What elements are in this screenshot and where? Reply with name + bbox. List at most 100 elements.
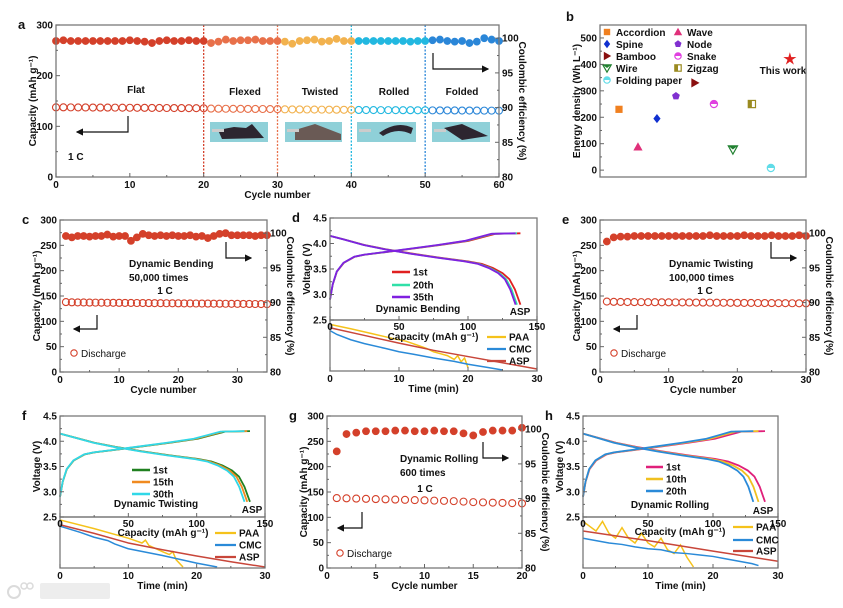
time-curve-cmc <box>329 329 503 371</box>
x-tick-label: 60 <box>493 180 505 191</box>
legend-label: Wire <box>616 64 638 75</box>
y-tick-label: 50 <box>586 342 598 353</box>
capacity-point <box>354 105 363 115</box>
coulombic-efficiency-point <box>192 37 201 45</box>
coulombic-efficiency-point <box>325 37 334 45</box>
y-tick-label: 3.5 <box>313 265 327 276</box>
legend-label: Wave <box>687 28 713 39</box>
y-tick-label: 3.5 <box>566 462 580 473</box>
capacity-point <box>740 298 749 307</box>
coulombic-efficiency-point <box>371 427 380 436</box>
y-tick-label: 4.0 <box>313 239 327 250</box>
coulombic-efficiency-point <box>430 426 439 435</box>
coulombic-efficiency-point <box>465 39 474 47</box>
capacity-point <box>443 106 452 115</box>
legend-label: ASP <box>756 547 777 558</box>
capacity-point <box>671 298 680 307</box>
capacity-point <box>406 106 415 115</box>
capacity-point <box>630 298 639 307</box>
capacity-point <box>733 298 742 307</box>
coulombic-efficiency-point <box>767 231 776 240</box>
y-tick-label: 4.5 <box>43 412 57 423</box>
coulombic-efficiency-point <box>81 37 90 45</box>
test-count-label: 600 times <box>400 468 446 479</box>
legend-label: Snake <box>687 52 717 63</box>
y-tick-label: 2.5 <box>43 513 57 524</box>
capacity-point <box>487 106 496 115</box>
y2-axis-title: Coulombic efficiency (%) <box>823 237 834 356</box>
capacity-point <box>147 103 157 112</box>
coulombic-efficiency-point <box>472 37 481 46</box>
x-tick-label: 100 <box>705 519 722 530</box>
capacity-point <box>111 103 120 112</box>
coulombic-efficiency-point <box>602 237 611 246</box>
coulombic-efficiency-point <box>630 232 639 240</box>
legend-label: CMC <box>756 536 779 547</box>
coulombic-efficiency-point <box>685 232 694 240</box>
coulombic-efficiency-point <box>125 36 134 45</box>
x-tick-label: 30 <box>272 180 284 191</box>
legend-label: CMC <box>239 541 262 552</box>
y2-tick-label: 100 <box>809 229 826 240</box>
coulombic-efficiency-point <box>111 37 119 45</box>
y-tick-label: 100 <box>580 317 597 328</box>
capacity-point <box>170 103 179 113</box>
y-tick-label: 200 <box>36 71 53 82</box>
y-tick-label: 0 <box>47 173 53 184</box>
rate-label: 1 C <box>417 484 433 495</box>
binder-tag: ASP <box>753 506 774 517</box>
legend-marker <box>601 64 613 74</box>
y-tick-label: 100 <box>40 317 57 328</box>
coulombic-efficiency-point <box>719 232 728 240</box>
capacity-point <box>508 499 517 508</box>
coulombic-efficiency-point <box>774 232 783 240</box>
legend-label: 20th <box>413 281 434 292</box>
condition-label: Folded <box>446 87 479 98</box>
y2-axis-title: Coulombic efficiency (%) <box>516 42 527 161</box>
y-axis-title: Capacity (mAh g⁻¹) <box>28 56 39 147</box>
legend-label: Spine <box>616 40 644 51</box>
coulombic-efficiency-point <box>317 37 326 46</box>
capacity-axis-arrow <box>75 116 129 136</box>
capacity-point <box>67 298 76 307</box>
coulombic-efficiency-point <box>781 232 790 240</box>
coulombic-efficiency-point <box>699 232 707 240</box>
capacity-point <box>325 105 334 114</box>
y-tick-label: 50 <box>313 538 325 549</box>
capacity-point <box>91 298 100 307</box>
capacity-axis-title: Capacity (mAh g⁻¹) <box>388 332 479 343</box>
coulombic-efficiency-point <box>369 37 378 45</box>
time-axis-title: Time (min) <box>655 581 705 592</box>
y-axis-title: Voltage (V) <box>555 441 566 492</box>
coulombic-efficiency-point <box>450 37 459 46</box>
coulombic-efficiency-point <box>651 232 659 240</box>
y2-tick-label: 100 <box>270 229 287 240</box>
coulombic-efficiency-point <box>664 232 673 240</box>
legend-discharge-label: Discharge <box>621 349 666 360</box>
capacity-point <box>435 106 444 115</box>
coulombic-efficiency-point <box>303 36 311 45</box>
y2-tick-label: 90 <box>525 494 537 505</box>
x-tick-label: 0 <box>580 571 586 582</box>
coulombic-efficiency-point <box>207 39 215 47</box>
capacity-point <box>362 105 371 115</box>
y2-tick-label: 95 <box>809 263 821 274</box>
coulombic-efficiency-point <box>440 427 448 436</box>
capacity-point <box>207 104 216 113</box>
test-condition-label: Dynamic Bending <box>129 259 213 270</box>
x-tick-label: 0 <box>324 571 330 582</box>
capacity-point <box>428 106 437 115</box>
capacity-point <box>726 298 735 307</box>
capacity-axis-arrow <box>72 315 98 333</box>
capacity-point <box>266 105 275 114</box>
coulombic-efficiency-point <box>644 232 652 240</box>
capacity-point <box>280 105 289 114</box>
condition-label: Flexed <box>229 87 261 98</box>
y-tick-label: 200 <box>580 113 597 124</box>
coulombic-efficiency-point <box>760 232 769 240</box>
y-tick-label: 3.0 <box>43 487 57 498</box>
coulombic-efficiency-point <box>428 36 437 45</box>
x-tick-label: 10 <box>642 571 654 582</box>
capacity-point <box>410 496 419 505</box>
sample-photo <box>432 122 490 142</box>
